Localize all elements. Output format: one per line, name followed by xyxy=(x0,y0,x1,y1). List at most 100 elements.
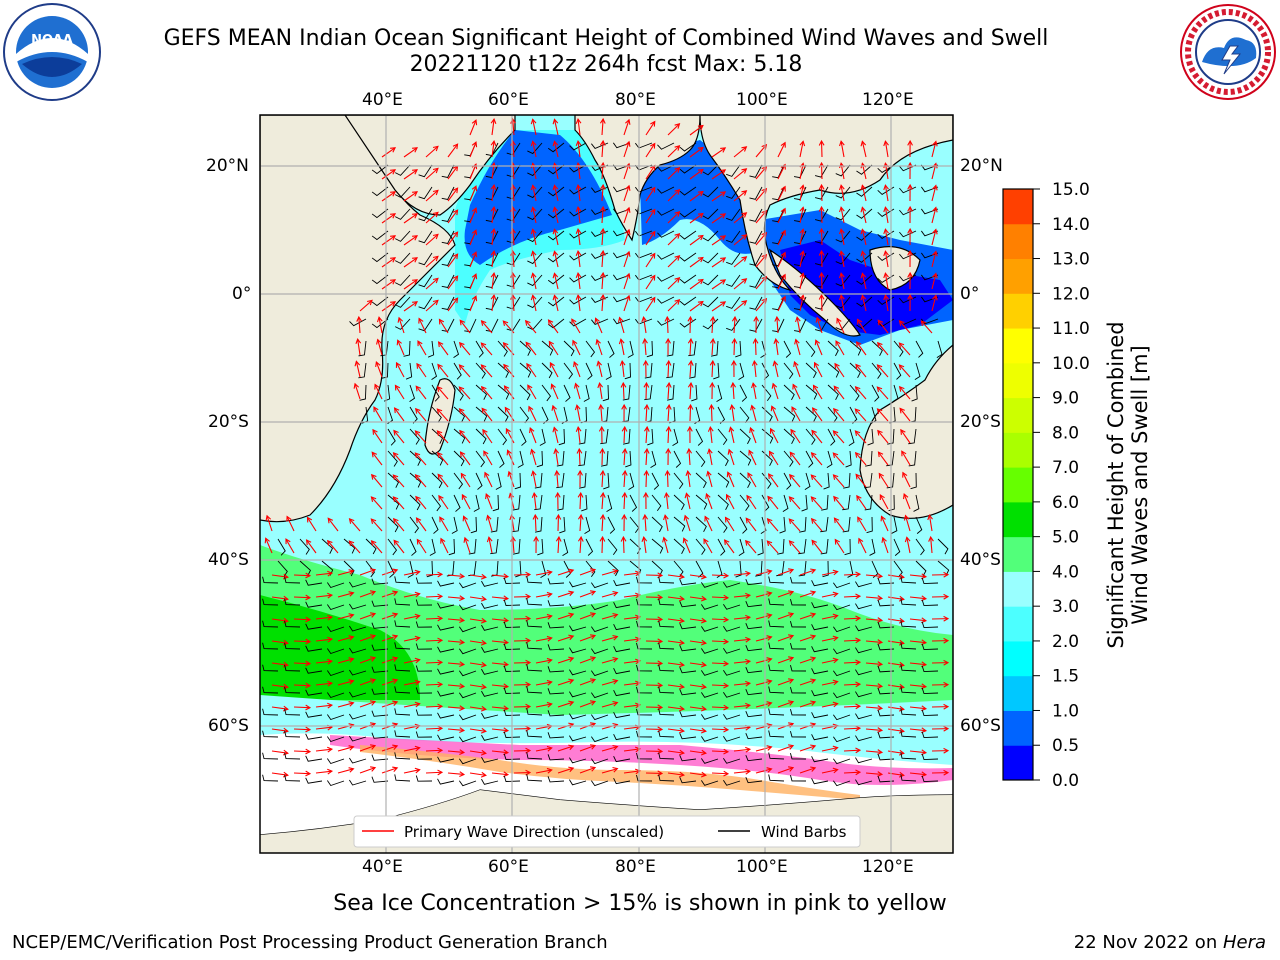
wave-direction-arrowhead xyxy=(412,169,419,175)
wave-direction-arrow xyxy=(667,772,684,776)
wave-direction-arrowhead xyxy=(720,213,727,219)
wave-direction-arrowhead xyxy=(943,659,950,666)
wave-direction-arrow xyxy=(403,213,418,224)
wave-direction-arrow xyxy=(551,384,559,400)
wave-direction-arrowhead xyxy=(832,569,839,576)
wind-barb xyxy=(547,732,565,739)
wave-direction-arrowhead xyxy=(552,228,559,235)
wave-direction-arrowhead xyxy=(741,300,748,306)
wind-barb xyxy=(893,340,904,357)
wind-barb xyxy=(569,186,587,195)
wind-barb xyxy=(349,647,367,654)
wave-direction-arrowhead xyxy=(664,315,671,322)
wind-barb xyxy=(726,164,741,177)
wave-direction-arrowhead xyxy=(436,430,443,437)
wind-barb xyxy=(326,736,345,743)
wind-barb xyxy=(305,645,323,652)
wave-direction-arrow xyxy=(469,141,477,158)
wave-direction-arrowhead xyxy=(634,680,641,687)
wave-direction-arrow xyxy=(577,273,581,290)
wave-direction-arrow xyxy=(557,613,574,620)
wind-barb xyxy=(458,714,477,721)
wave-direction-arrow xyxy=(645,404,648,422)
wave-direction-arrow xyxy=(532,273,537,290)
wave-direction-arrowhead xyxy=(624,140,631,147)
wave-direction-arrow xyxy=(833,408,845,422)
wave-direction-arrowhead xyxy=(458,386,465,393)
wave-direction-arrow xyxy=(931,273,937,290)
wind-barb xyxy=(745,622,763,630)
wave-direction-arrow xyxy=(553,295,559,312)
wave-direction-arrow xyxy=(789,451,801,466)
sea-ice-note-text: Sea Ice Concentration > 15% is shown in … xyxy=(333,891,947,916)
wind-barb xyxy=(695,538,706,555)
wave-direction-arrowhead xyxy=(414,767,421,774)
wave-direction-arrow xyxy=(377,339,383,356)
wave-direction-arrow xyxy=(729,427,735,444)
wave-direction-arrow xyxy=(755,768,772,774)
wave-direction-arrow xyxy=(359,613,376,620)
wave-direction-arrowhead xyxy=(921,595,928,602)
wave-direction-arrow xyxy=(315,726,332,730)
wave-direction-arrowhead xyxy=(437,659,444,666)
wave-direction-arrow xyxy=(711,640,729,643)
wave-direction-arrow xyxy=(623,726,640,730)
wave-direction-arrowhead xyxy=(326,539,333,546)
wave-direction-arrow xyxy=(557,569,574,576)
wave-direction-arrowhead xyxy=(568,634,575,641)
wind-barb xyxy=(581,494,588,512)
wind-barb xyxy=(658,686,675,694)
wind-barb xyxy=(453,362,462,380)
wave-direction-arrowhead xyxy=(799,228,806,235)
wind-barb xyxy=(915,516,923,534)
wind-barb xyxy=(262,708,279,716)
wind-barb xyxy=(877,622,895,629)
wave-direction-arrow xyxy=(667,167,680,180)
wave-direction-arrow xyxy=(667,662,684,666)
wind-barb xyxy=(700,714,719,720)
wave-direction-arrowhead xyxy=(813,361,820,368)
wave-direction-arrowhead xyxy=(810,517,817,524)
wave-direction-arrowhead xyxy=(687,337,694,344)
wind-barb xyxy=(843,472,851,489)
wave-direction-arrow xyxy=(394,407,405,422)
wave-direction-arrow xyxy=(601,470,604,488)
wind-barb xyxy=(820,538,829,555)
wind-barb xyxy=(921,665,939,673)
wave-direction-arrowhead xyxy=(741,190,748,196)
wave-direction-arrow xyxy=(902,472,911,488)
wave-direction-arrowhead xyxy=(327,517,334,524)
wave-direction-arrow xyxy=(381,613,398,620)
wave-direction-arrowhead xyxy=(810,496,817,503)
wave-direction-arrowhead xyxy=(452,143,459,150)
wave-direction-arrowhead xyxy=(793,360,799,368)
wind-barb xyxy=(673,494,685,511)
wave-direction-arrowhead xyxy=(575,425,582,432)
wave-direction-arrowhead xyxy=(643,403,650,410)
wave-direction-arrowhead xyxy=(674,277,681,283)
wave-direction-arrowhead xyxy=(621,447,628,454)
wave-direction-arrowhead xyxy=(599,293,606,300)
wind-barb xyxy=(673,450,682,468)
wind-barb xyxy=(695,494,708,510)
wave-direction-arrow xyxy=(425,145,439,158)
wave-direction-arrow xyxy=(792,384,801,400)
wind-barb xyxy=(563,384,571,402)
wind-barb xyxy=(371,710,389,717)
wind-barb xyxy=(591,252,609,259)
wave-direction-arrowhead xyxy=(393,539,399,546)
wind-barb xyxy=(745,754,763,762)
wave-direction-arrow xyxy=(777,164,786,180)
wind-barb xyxy=(910,472,917,490)
wave-direction-arrow xyxy=(306,539,317,554)
wave-direction-arrowhead xyxy=(621,491,628,498)
wave-direction-arrow xyxy=(469,706,486,710)
wave-direction-arrowhead xyxy=(620,381,627,388)
wave-direction-arrowhead xyxy=(766,657,773,663)
wind-barb xyxy=(284,598,301,606)
wave-direction-arrow xyxy=(359,767,376,774)
wave-direction-arrow xyxy=(271,706,288,710)
wave-direction-arrow xyxy=(711,147,726,158)
wind-barb xyxy=(503,577,521,584)
wave-direction-arrowhead xyxy=(590,678,597,684)
